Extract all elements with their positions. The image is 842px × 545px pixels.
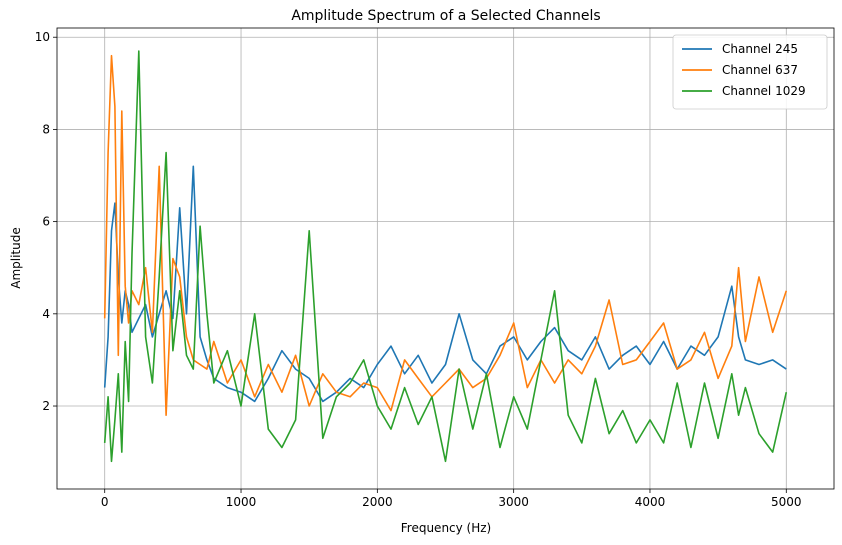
y-tick-label: 8 bbox=[42, 122, 50, 136]
series-line-channel-1029 bbox=[103, 50, 788, 463]
y-tick-label: 10 bbox=[35, 30, 50, 44]
legend-label-channel-637: Channel 637 bbox=[722, 63, 798, 77]
y-axis-label: Amplitude bbox=[9, 227, 23, 289]
legend: Channel 245 Channel 637 Channel 1029 bbox=[672, 34, 828, 110]
x-tick-label: 3000 bbox=[498, 495, 529, 509]
chart-title: Amplitude Spectrum of a Selected Channel… bbox=[291, 8, 600, 24]
legend-label-channel-1029: Channel 1029 bbox=[722, 84, 806, 98]
y-tick-label: 4 bbox=[42, 307, 50, 321]
series-line-channel-245 bbox=[103, 165, 787, 403]
x-tick-label: 2000 bbox=[362, 495, 393, 509]
x-axis-label: Frequency (Hz) bbox=[401, 521, 492, 535]
x-tick-label: 0 bbox=[101, 495, 109, 509]
y-tick-label: 2 bbox=[42, 399, 50, 413]
lines-layer bbox=[103, 50, 788, 463]
plot-frame bbox=[56, 27, 835, 490]
ticks-layer: 0 1000 2000 3000 4000 5000 2 4 6 8 10 bbox=[35, 30, 802, 509]
y-tick-label: 6 bbox=[42, 215, 50, 229]
x-tick-label: 1000 bbox=[226, 495, 257, 509]
legend-label-channel-245: Channel 245 bbox=[722, 42, 798, 56]
x-tick-label: 5000 bbox=[771, 495, 802, 509]
x-tick-label: 4000 bbox=[635, 495, 666, 509]
